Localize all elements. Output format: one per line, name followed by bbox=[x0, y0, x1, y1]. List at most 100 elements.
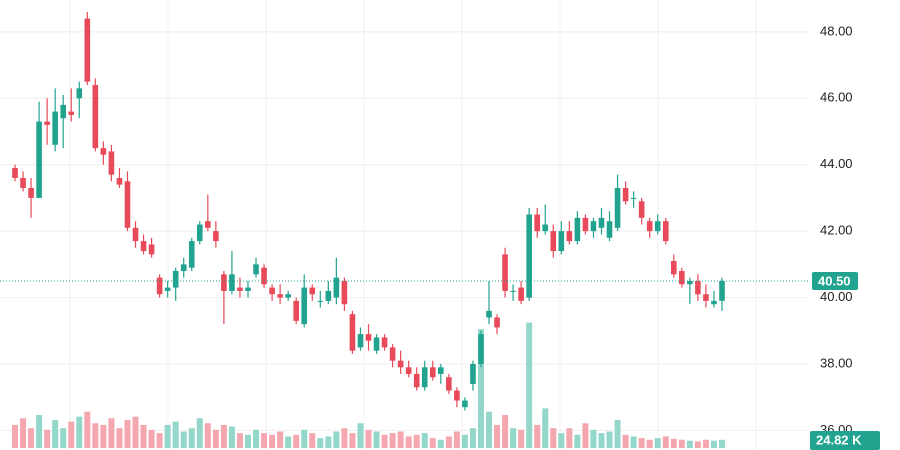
volume-bar bbox=[502, 415, 509, 448]
volume-bar bbox=[293, 434, 300, 448]
volume-bar bbox=[494, 424, 501, 448]
volume-bar bbox=[694, 441, 701, 448]
volume-bar bbox=[20, 418, 27, 448]
volume-bar bbox=[172, 421, 179, 448]
last-volume-label: 24.82 K bbox=[816, 432, 862, 447]
candle-body bbox=[438, 367, 444, 374]
volume-bar bbox=[285, 436, 292, 448]
candle-body bbox=[44, 121, 50, 125]
candle-body bbox=[397, 360, 404, 368]
volume-bar bbox=[164, 424, 171, 448]
volume-bar bbox=[124, 419, 131, 448]
y-tick-label: 40.00 bbox=[820, 289, 853, 304]
candle-body bbox=[518, 287, 524, 301]
y-tick-label: 38.00 bbox=[820, 355, 853, 370]
y-tick-label: 44.00 bbox=[820, 156, 853, 171]
volume-bar bbox=[542, 408, 549, 448]
candle-body bbox=[454, 390, 460, 401]
y-tick-label: 42.00 bbox=[820, 223, 853, 238]
volume-bar bbox=[301, 429, 308, 448]
candle-body bbox=[285, 294, 291, 298]
candle-body bbox=[172, 270, 179, 288]
volume-bar bbox=[526, 322, 533, 448]
volume-bar bbox=[702, 439, 709, 448]
candle-body bbox=[687, 280, 693, 285]
volume-bar bbox=[188, 428, 195, 448]
candle-body bbox=[405, 367, 412, 374]
volume-bar bbox=[381, 434, 388, 448]
candle-body bbox=[510, 290, 516, 292]
candle-body bbox=[84, 18, 91, 82]
volume-bar bbox=[357, 423, 364, 448]
candle-body bbox=[148, 244, 155, 255]
candle-body bbox=[188, 241, 195, 268]
volume-bar bbox=[445, 436, 452, 448]
last-volume-box bbox=[810, 431, 880, 450]
candle-body bbox=[357, 334, 364, 348]
candle-body bbox=[711, 300, 717, 305]
candle-body bbox=[60, 104, 67, 119]
volume-bar bbox=[486, 411, 493, 448]
candle-body bbox=[261, 267, 267, 285]
volume-bar bbox=[413, 434, 420, 448]
volume-bar bbox=[349, 433, 356, 448]
candle-body bbox=[462, 400, 468, 408]
volume-bar bbox=[614, 419, 621, 448]
volume-bar bbox=[261, 433, 268, 448]
candle-body bbox=[253, 264, 259, 275]
candle-body bbox=[550, 231, 557, 252]
candle-body bbox=[646, 221, 653, 232]
candle-body bbox=[719, 280, 725, 301]
volume-bar bbox=[630, 436, 637, 448]
candle-body bbox=[558, 231, 565, 252]
volume-bar bbox=[196, 418, 203, 448]
candle-body bbox=[630, 197, 637, 199]
volume-bar bbox=[373, 431, 380, 448]
volume-bar bbox=[461, 434, 468, 448]
candle-body bbox=[695, 280, 701, 295]
candle-body bbox=[606, 221, 613, 238]
volume-bar bbox=[108, 418, 115, 448]
candle-body bbox=[124, 181, 131, 228]
candle-body bbox=[494, 317, 500, 328]
candle-body bbox=[132, 227, 139, 242]
volume-bar bbox=[44, 429, 51, 448]
candle-body bbox=[542, 224, 549, 232]
candle-body bbox=[679, 270, 685, 285]
candle-body bbox=[614, 187, 621, 228]
candle-body bbox=[526, 214, 532, 298]
candle-body bbox=[582, 217, 589, 232]
volume-bar bbox=[36, 415, 43, 448]
candle-body bbox=[470, 363, 476, 384]
volume-bar bbox=[148, 429, 155, 448]
candle-body bbox=[478, 334, 484, 364]
candle-body bbox=[429, 367, 436, 378]
volume-bar bbox=[236, 433, 243, 448]
candle-body bbox=[36, 121, 42, 198]
y-tick-label: 46.00 bbox=[820, 90, 853, 105]
volume-bar bbox=[341, 428, 348, 448]
candle-body bbox=[590, 221, 597, 232]
volume-bar bbox=[518, 429, 525, 448]
candle-body bbox=[52, 111, 58, 145]
candle-body bbox=[325, 290, 332, 301]
candle-body bbox=[670, 261, 677, 275]
volume-bar bbox=[220, 424, 227, 448]
volume-bar bbox=[76, 416, 83, 448]
candle-body bbox=[349, 314, 356, 351]
volume-bar bbox=[510, 428, 517, 448]
candle-body bbox=[164, 287, 171, 291]
volume-bar bbox=[333, 431, 340, 448]
volume-bar bbox=[678, 439, 685, 448]
volume-bar bbox=[212, 429, 219, 448]
volume-bar bbox=[606, 431, 613, 448]
volume-bar bbox=[646, 439, 653, 448]
candle-body bbox=[205, 221, 211, 228]
volume-bar bbox=[477, 329, 484, 448]
candle-body bbox=[196, 224, 203, 242]
candle-body bbox=[309, 287, 316, 295]
candle-body bbox=[662, 221, 669, 242]
candle-body bbox=[76, 88, 83, 99]
